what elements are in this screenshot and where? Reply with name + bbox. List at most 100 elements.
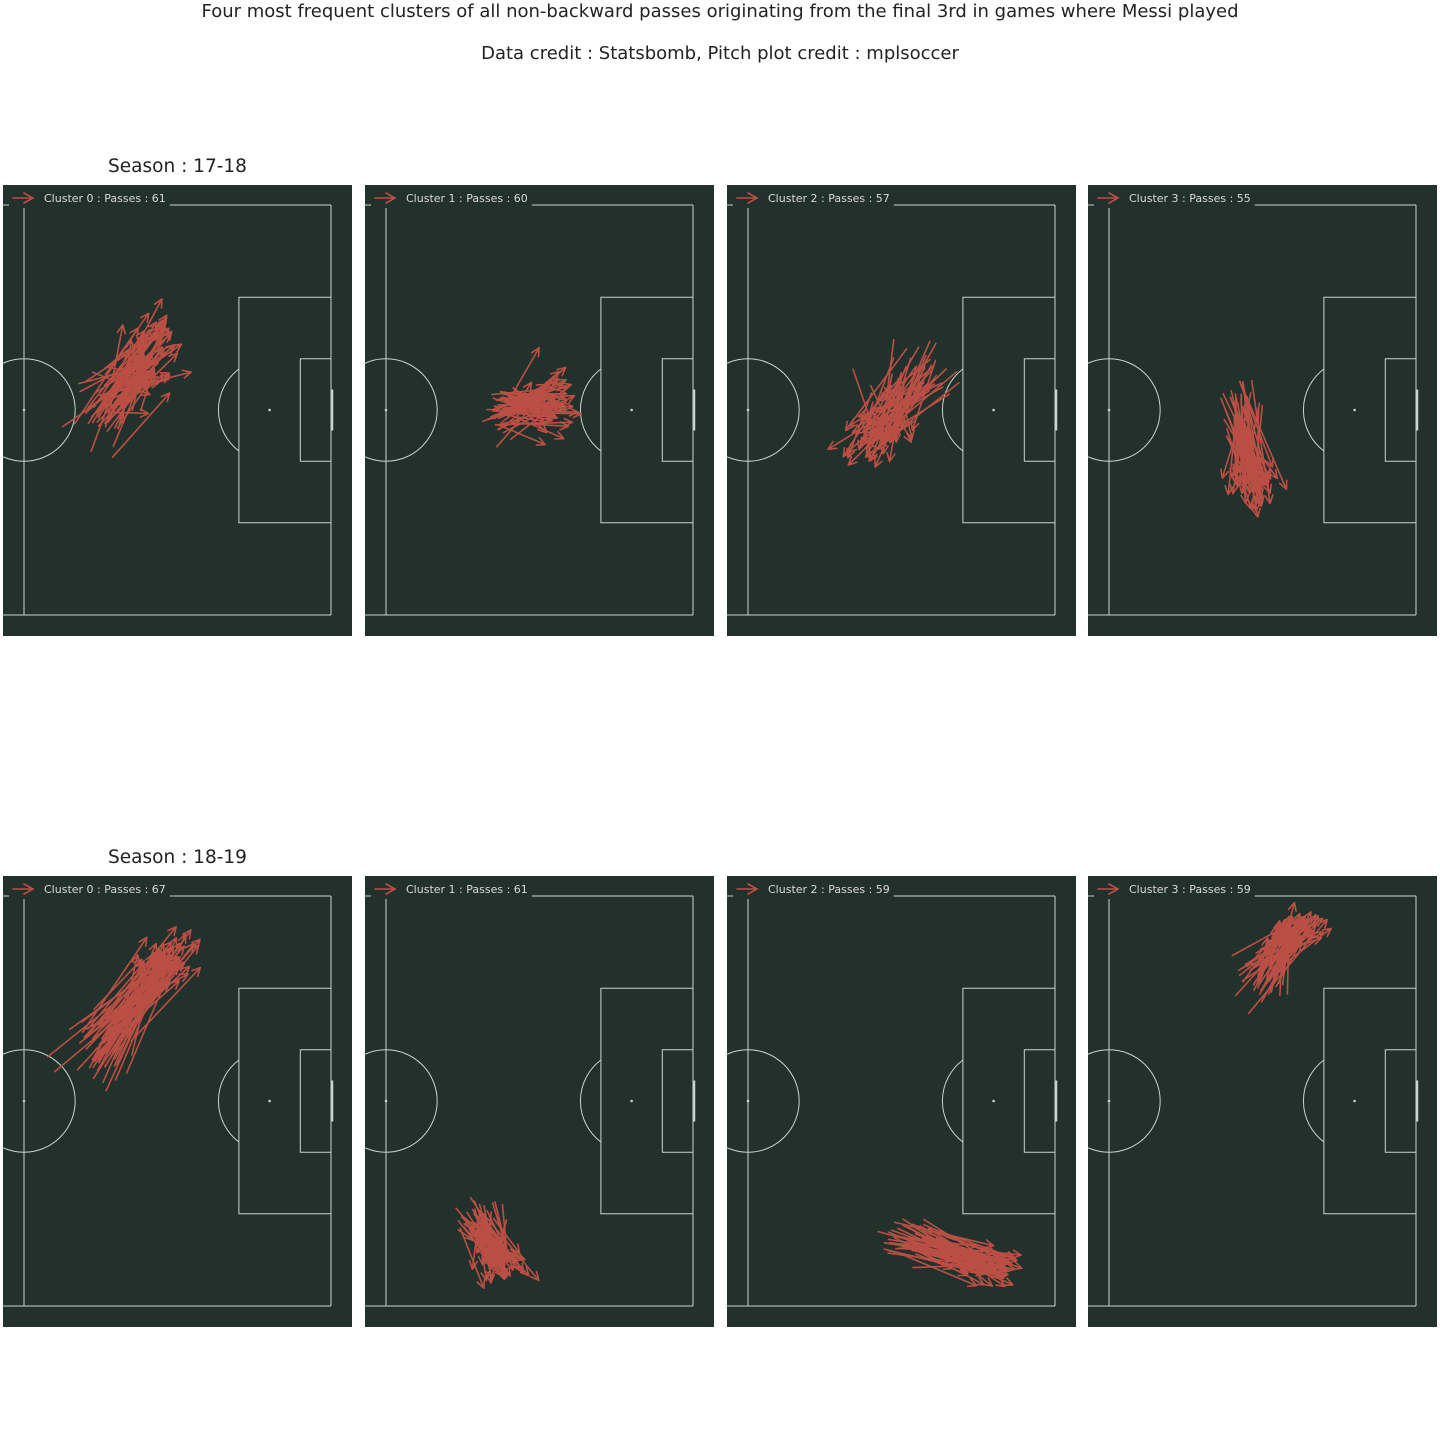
legend-label: Cluster 3 : Passes : 59 <box>1129 883 1251 896</box>
pitch-lines <box>365 895 696 1307</box>
pass-arrow <box>875 373 893 441</box>
pass-arrow <box>475 1222 488 1254</box>
pass-arrow <box>497 423 547 446</box>
legend: Cluster 2 : Passes : 59 <box>733 881 894 899</box>
pass-arrows <box>482 346 583 448</box>
pitch-svg: Cluster 0 : Passes : 61 <box>3 190 334 616</box>
pitch-lines <box>1088 895 1419 1307</box>
pass-arrow <box>81 936 148 1033</box>
pass-arrow <box>1250 379 1274 505</box>
pitch-svg: Cluster 1 : Passes : 60 <box>365 190 696 616</box>
arrow-icon <box>1097 883 1120 895</box>
pass-arrow <box>104 335 163 425</box>
pitch-svg: Cluster 2 : Passes : 59 <box>727 881 1058 1307</box>
pass-arrow <box>852 368 878 436</box>
arrow-icon <box>1097 192 1120 204</box>
pass-arrow <box>118 942 158 1031</box>
pass-arrow <box>872 346 920 426</box>
pass-arrow <box>1277 912 1302 972</box>
pass-arrows <box>1220 379 1288 518</box>
pass-arrow <box>861 386 944 434</box>
pass-arrow <box>104 965 172 1067</box>
legend: Cluster 2 : Passes : 57 <box>733 190 894 208</box>
pitch-lines <box>727 204 1058 616</box>
pitch-svg: Cluster 3 : Passes : 59 <box>1088 881 1419 1307</box>
pass-arrows <box>455 1196 540 1289</box>
legend-label: Cluster 2 : Passes : 57 <box>768 192 890 205</box>
pass-arrow <box>482 1213 540 1282</box>
pitch-s1-c0: Cluster 0 : Passes : 67 <box>3 876 352 1327</box>
pass-arrow <box>1236 414 1250 504</box>
pitch-s0-c2: Cluster 2 : Passes : 57 <box>727 185 1076 636</box>
pass-arrow <box>86 333 146 409</box>
pass-arrow <box>486 407 579 417</box>
legend: Cluster 1 : Passes : 60 <box>371 190 532 208</box>
figure-subtitle: Data credit : Statsbomb, Pitch plot cred… <box>481 43 959 64</box>
arrow-icon <box>736 883 759 895</box>
pass-arrow <box>844 348 908 432</box>
pitch-s0-c0: Cluster 0 : Passes : 61 <box>3 185 352 636</box>
pass-arrow <box>108 366 170 383</box>
pass-arrow <box>868 379 925 462</box>
pass-arrow <box>494 417 574 428</box>
pass-arrows <box>827 338 960 468</box>
pass-arrow <box>1224 408 1263 507</box>
pass-arrow <box>507 412 565 440</box>
legend-label: Cluster 0 : Passes : 67 <box>44 883 166 896</box>
pass-arrow <box>494 1201 513 1263</box>
pass-arrow <box>879 389 892 455</box>
pitch-svg: Cluster 3 : Passes : 55 <box>1088 190 1419 616</box>
pass-arrow <box>919 1225 988 1268</box>
pass-arrow <box>104 961 165 1068</box>
pass-arrow <box>84 327 167 383</box>
pass-arrow <box>459 1227 486 1289</box>
pass-arrow <box>1229 396 1251 448</box>
pass-arrow <box>1225 435 1255 494</box>
pass-arrow <box>904 1242 1022 1259</box>
pass-arrow <box>846 392 873 459</box>
pass-arrow <box>883 1248 986 1277</box>
pass-arrow <box>925 1243 1008 1263</box>
legend-label: Cluster 1 : Passes : 61 <box>406 883 528 896</box>
pass-arrows <box>46 925 202 1092</box>
legend-label: Cluster 0 : Passes : 61 <box>44 192 166 205</box>
season-title-18-19: Season : 18-19 <box>108 847 247 868</box>
pass-arrow <box>1232 435 1270 482</box>
pass-arrow <box>97 354 145 418</box>
pass-arrows <box>1231 901 1333 1015</box>
pass-arrow <box>119 953 141 1033</box>
pass-arrow <box>1247 918 1328 1015</box>
pass-arrow <box>112 408 150 418</box>
legend: Cluster 0 : Passes : 67 <box>9 881 170 899</box>
pitch-s0-c3: Cluster 3 : Passes : 55 <box>1088 185 1437 636</box>
legend: Cluster 3 : Passes : 55 <box>1094 190 1255 208</box>
pass-arrows <box>61 298 192 458</box>
pass-arrow <box>111 352 179 419</box>
pass-arrow <box>1246 915 1294 968</box>
pitch-lines <box>3 204 334 616</box>
legend-label: Cluster 1 : Passes : 60 <box>406 192 528 205</box>
pass-arrow <box>1244 422 1257 481</box>
pitch-svg: Cluster 0 : Passes : 67 <box>3 881 334 1307</box>
legend: Cluster 0 : Passes : 61 <box>9 190 170 208</box>
legend-label: Cluster 3 : Passes : 55 <box>1129 192 1251 205</box>
legend-label: Cluster 2 : Passes : 59 <box>768 883 890 896</box>
pass-arrow <box>495 384 569 402</box>
pass-arrow <box>494 405 553 424</box>
pass-arrow <box>901 1253 978 1287</box>
arrow-icon <box>736 192 759 204</box>
pitch-s1-c3: Cluster 3 : Passes : 59 <box>1088 876 1437 1327</box>
pass-arrow <box>99 369 192 396</box>
pass-arrow <box>131 361 147 411</box>
pass-arrow <box>76 962 177 1071</box>
pass-arrow <box>889 354 927 441</box>
pitch-lines <box>1088 204 1419 616</box>
pitch-svg: Cluster 1 : Passes : 61 <box>365 881 696 1307</box>
pass-arrow <box>111 324 126 380</box>
legend: Cluster 1 : Passes : 61 <box>371 881 532 899</box>
pitch-s0-c1: Cluster 1 : Passes : 60 <box>365 185 714 636</box>
figure-title: Four most frequent clusters of all non-b… <box>201 1 1239 22</box>
pitch-s1-c2: Cluster 2 : Passes : 59 <box>727 876 1076 1327</box>
pass-arrow <box>1239 380 1288 491</box>
pass-arrow <box>478 1209 505 1261</box>
